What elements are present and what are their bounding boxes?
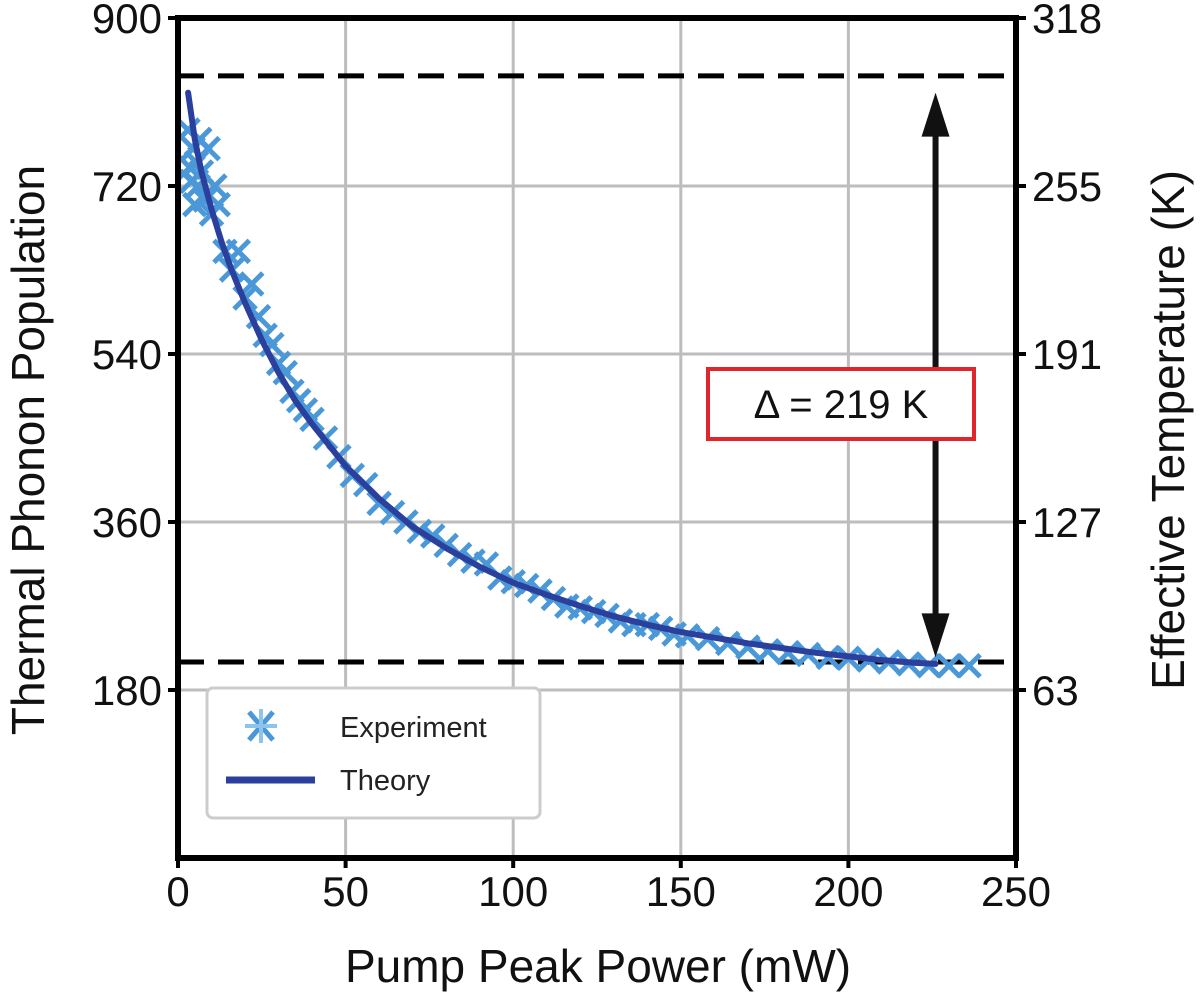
annotation-box xyxy=(706,367,976,441)
x-tick-label: 250 xyxy=(981,868,1051,915)
arrow-head-down xyxy=(921,613,950,658)
annotation-text: Δ = 219 K xyxy=(754,383,929,427)
x-tick-label: 50 xyxy=(322,868,369,915)
x-tick-label: 0 xyxy=(166,868,189,915)
legend-experiment-label: Experiment xyxy=(340,712,487,744)
ticks-layer: 0 50 100 150 200 250 180 360 540 720 900 63 127 191 25… xyxy=(92,0,1102,915)
y2-tick-label: 318 xyxy=(1032,0,1102,42)
legend-theory-label: Theory xyxy=(340,765,431,797)
series-layer xyxy=(175,89,982,679)
experiment-point xyxy=(366,490,392,517)
arrow-head-up xyxy=(921,92,950,137)
experiment-point xyxy=(815,644,842,671)
y-tick-label: 180 xyxy=(92,667,162,714)
y2-tick-label: 255 xyxy=(1032,163,1102,210)
y-tick-label: 900 xyxy=(92,0,162,42)
experiment-point xyxy=(238,271,265,297)
x-axis-title: Pump Peak Power (mW) xyxy=(345,940,851,992)
y2-axis-title: Effective Temperature (K) xyxy=(1142,170,1194,690)
y-tick-label: 360 xyxy=(92,499,162,546)
y-axis-title: Thermal Phonon Population xyxy=(2,165,54,735)
experiment-point xyxy=(259,331,285,358)
experiment-point xyxy=(225,238,252,265)
experiment-point xyxy=(956,652,982,679)
x-tick-label: 200 xyxy=(813,868,883,915)
annotation-layer: Δ = 219 K xyxy=(706,92,976,658)
experiment-point xyxy=(936,652,962,679)
y-tick-label: 720 xyxy=(92,163,162,210)
x-tick-label: 150 xyxy=(646,868,716,915)
axes-layer xyxy=(175,15,1019,861)
legend-experiment-marker xyxy=(245,709,277,743)
plot-frame xyxy=(175,15,1019,861)
legend: Experiment Theory xyxy=(205,686,542,820)
y2-tick-label: 191 xyxy=(1032,331,1102,378)
y-tick-label: 540 xyxy=(92,331,162,378)
x-tick-label: 100 xyxy=(478,868,548,915)
y2-tick-label: 63 xyxy=(1032,667,1079,714)
y2-tick-label: 127 xyxy=(1032,499,1102,546)
legend-box xyxy=(205,686,542,820)
theory-line xyxy=(185,89,939,667)
grid-layer xyxy=(178,18,1016,858)
